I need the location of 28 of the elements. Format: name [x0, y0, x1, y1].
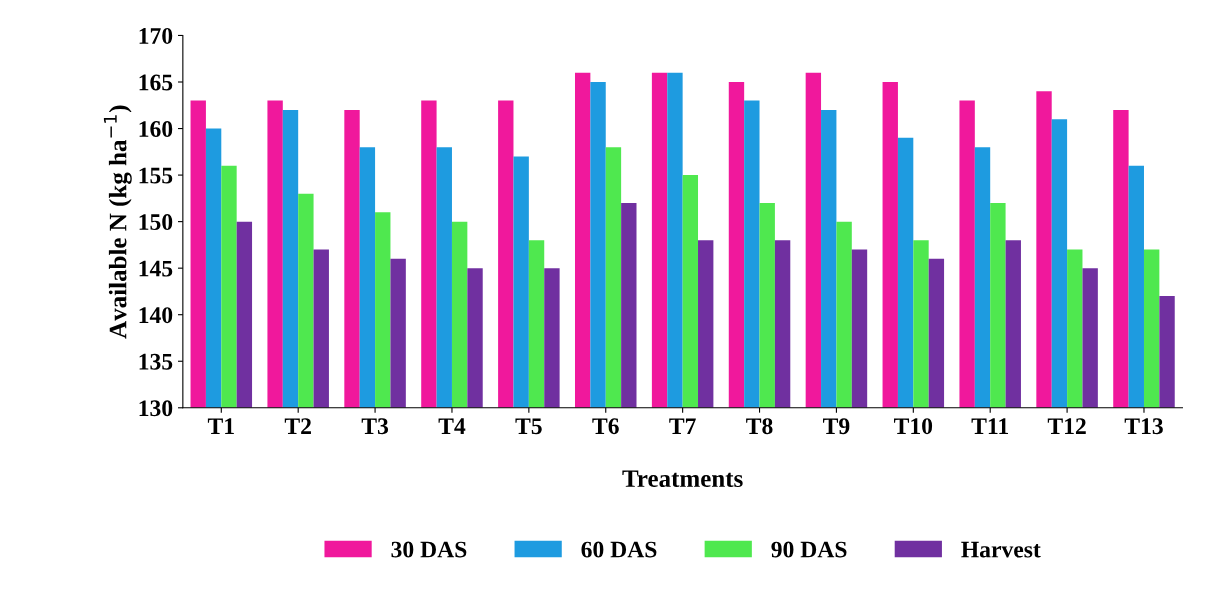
y-axis-title: Available N (kg ha$^{−1}$)	[103, 105, 132, 339]
x-tick-label: T1	[207, 418, 234, 434]
y-tick-label: 145	[139, 260, 173, 277]
x-tick-label: T6	[592, 418, 619, 435]
legend-label: Harvest	[961, 541, 1041, 558]
x-tick-label: T9	[823, 418, 850, 435]
x-tick-label: T12	[1047, 418, 1086, 434]
x-tick-label: T10	[894, 418, 933, 435]
x-tick-label: T4	[438, 418, 466, 434]
x-tick-label: T5	[515, 418, 542, 435]
legend-label: 30 DAS	[391, 541, 467, 558]
x-tick-label: T13	[1124, 418, 1163, 435]
y-tick-label: 150	[139, 214, 173, 231]
y-tick-label: 160	[139, 121, 173, 137]
x-tick-label: T11	[971, 418, 1009, 434]
x-tick-label: T7	[669, 418, 696, 434]
x-tick-label: T3	[361, 418, 389, 435]
x-tick-label: T8	[746, 418, 773, 435]
x-tick-label: T2	[284, 418, 311, 434]
y-tick-label: 140	[139, 307, 173, 324]
y-tick-label: 155	[139, 167, 173, 184]
x-axis-title: Treatments	[622, 470, 743, 488]
y-tick-label: 135	[139, 353, 173, 370]
y-tick-label: 165	[139, 74, 173, 91]
y-tick-label: 130	[139, 400, 173, 417]
legend-label: 90 DAS	[771, 541, 847, 558]
y-tick-label: 170	[139, 27, 173, 44]
legend-label: 60 DAS	[581, 541, 657, 558]
